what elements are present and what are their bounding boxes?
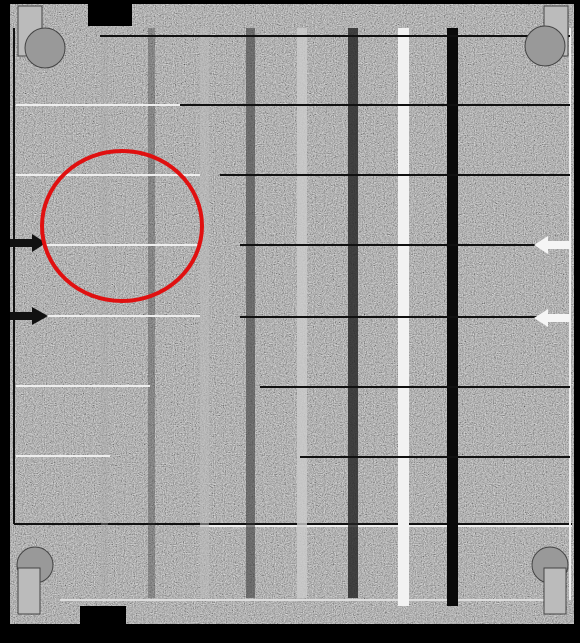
xray-image (0, 0, 580, 643)
page: (() => { const data = JSON.parse(documen… (0, 0, 580, 643)
noise (10, 4, 576, 624)
